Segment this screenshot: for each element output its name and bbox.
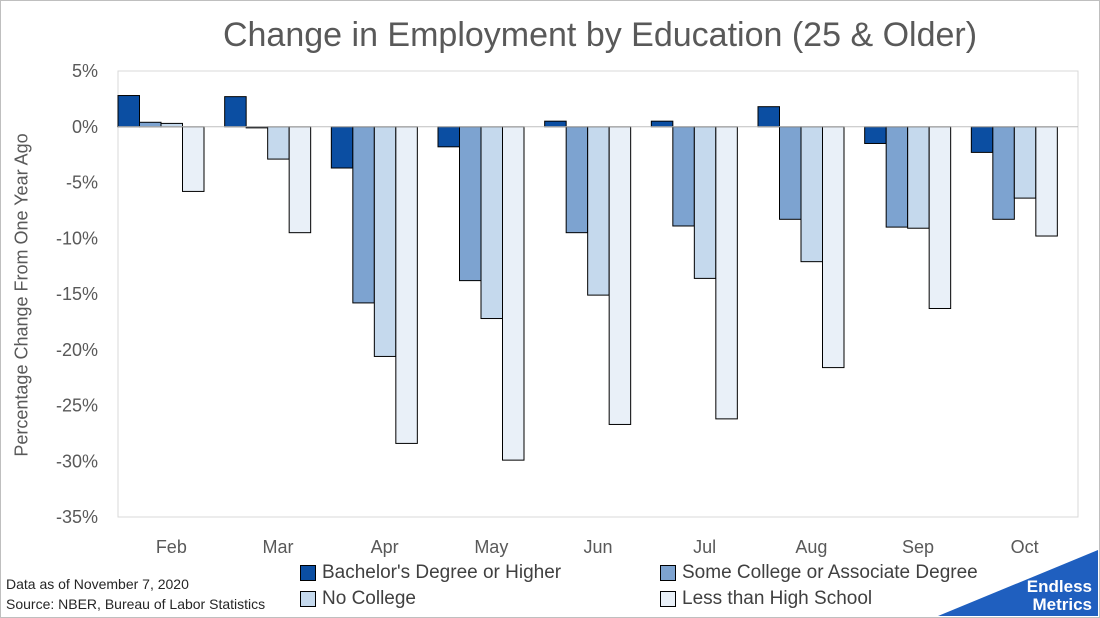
- bar: [565, 126, 589, 234]
- bar: [928, 126, 952, 309]
- bar: [437, 126, 460, 148]
- x-tick-label: Apr: [371, 537, 399, 557]
- bar: [672, 126, 695, 227]
- x-tick-label: Sep: [902, 537, 934, 557]
- bar: [907, 126, 930, 229]
- y-tick-label: -5%: [66, 173, 98, 193]
- bar: [182, 126, 205, 192]
- endless-metrics-logo: [938, 550, 1098, 616]
- bar: [502, 126, 525, 461]
- x-tick-label: Oct: [1011, 537, 1039, 557]
- bar: [267, 126, 290, 160]
- y-tick-label: -30%: [56, 451, 98, 471]
- bar: [608, 126, 632, 425]
- bar: [160, 122, 183, 128]
- y-tick-label: 0%: [72, 117, 98, 137]
- legend-item-bachelors: Bachelor's Degree or Higher: [300, 562, 660, 584]
- logo-text: Endless Metrics: [1027, 578, 1092, 614]
- legend-item-some-college: Some College or Associate Degree: [660, 562, 1020, 584]
- bar: [139, 121, 162, 128]
- y-tick-label: 5%: [72, 61, 98, 81]
- y-tick-label: -35%: [56, 507, 98, 527]
- bar: [970, 126, 994, 153]
- logo-triangle: [938, 550, 1098, 616]
- legend-label: Some College or Associate Degree: [682, 562, 978, 583]
- source-note: Source: NBER, Bureau of Labor Statistics: [6, 596, 266, 612]
- bar: [992, 126, 1015, 220]
- bar: [459, 126, 482, 282]
- bar: [757, 106, 780, 128]
- bar: [352, 126, 375, 304]
- bar: [1035, 126, 1058, 237]
- logo-line-2: Metrics: [1032, 595, 1092, 614]
- bar: [715, 126, 738, 420]
- data-date-note: Data as of November 7, 2020: [6, 576, 189, 592]
- bars-group: [117, 95, 1078, 461]
- bar: [373, 126, 397, 357]
- bar: [117, 95, 140, 128]
- bar: [822, 126, 845, 369]
- plot-border: [117, 70, 1079, 518]
- bar: [779, 126, 802, 220]
- bar: [224, 96, 247, 128]
- y-tick-label: -15%: [56, 284, 98, 304]
- bar: [1013, 126, 1037, 199]
- bar: [864, 126, 887, 144]
- x-tick-label: Jul: [693, 537, 716, 557]
- y-axis-ticks: 5% 0% -5% -10% -15% -20% -25% -30% -35%: [56, 61, 98, 527]
- x-axis-ticks: Feb Mar Apr May Jun Jul Aug Sep Oct: [156, 537, 1039, 557]
- plot-area: [117, 70, 1079, 518]
- logo-line-1: Endless: [1026, 577, 1092, 596]
- y-tick-label: -25%: [56, 396, 98, 416]
- y-tick-label: -10%: [56, 228, 98, 248]
- chart-title: Change in Employment by Education (25 & …: [222, 16, 978, 54]
- bar: [330, 126, 354, 169]
- y-tick-label: -20%: [56, 340, 98, 360]
- bar: [650, 120, 674, 128]
- legend: Bachelor's Degree or Higher Some College…: [300, 562, 1020, 610]
- bar: [480, 126, 503, 320]
- x-tick-label: Aug: [795, 537, 827, 557]
- x-tick-label: Feb: [156, 537, 187, 557]
- legend-swatch: [660, 591, 676, 607]
- legend-item-no-college: No College: [300, 588, 660, 610]
- legend-label: Less than High School: [682, 588, 873, 609]
- bar: [288, 126, 312, 234]
- legend-label: Bachelor's Degree or Higher: [322, 562, 562, 583]
- bar: [395, 126, 418, 444]
- bar: [544, 120, 567, 128]
- bar: [693, 126, 717, 279]
- legend-item-less-than-hs: Less than High School: [660, 588, 1020, 610]
- bar: [587, 126, 610, 296]
- legend-label: No College: [322, 588, 416, 609]
- legend-swatch: [300, 591, 316, 607]
- bar: [885, 126, 909, 228]
- x-tick-label: May: [474, 537, 508, 557]
- legend-swatch: [660, 565, 676, 581]
- x-tick-label: Jun: [583, 537, 612, 557]
- bar: [800, 126, 823, 263]
- x-tick-label: Mar: [263, 537, 294, 557]
- legend-swatch: [300, 565, 316, 581]
